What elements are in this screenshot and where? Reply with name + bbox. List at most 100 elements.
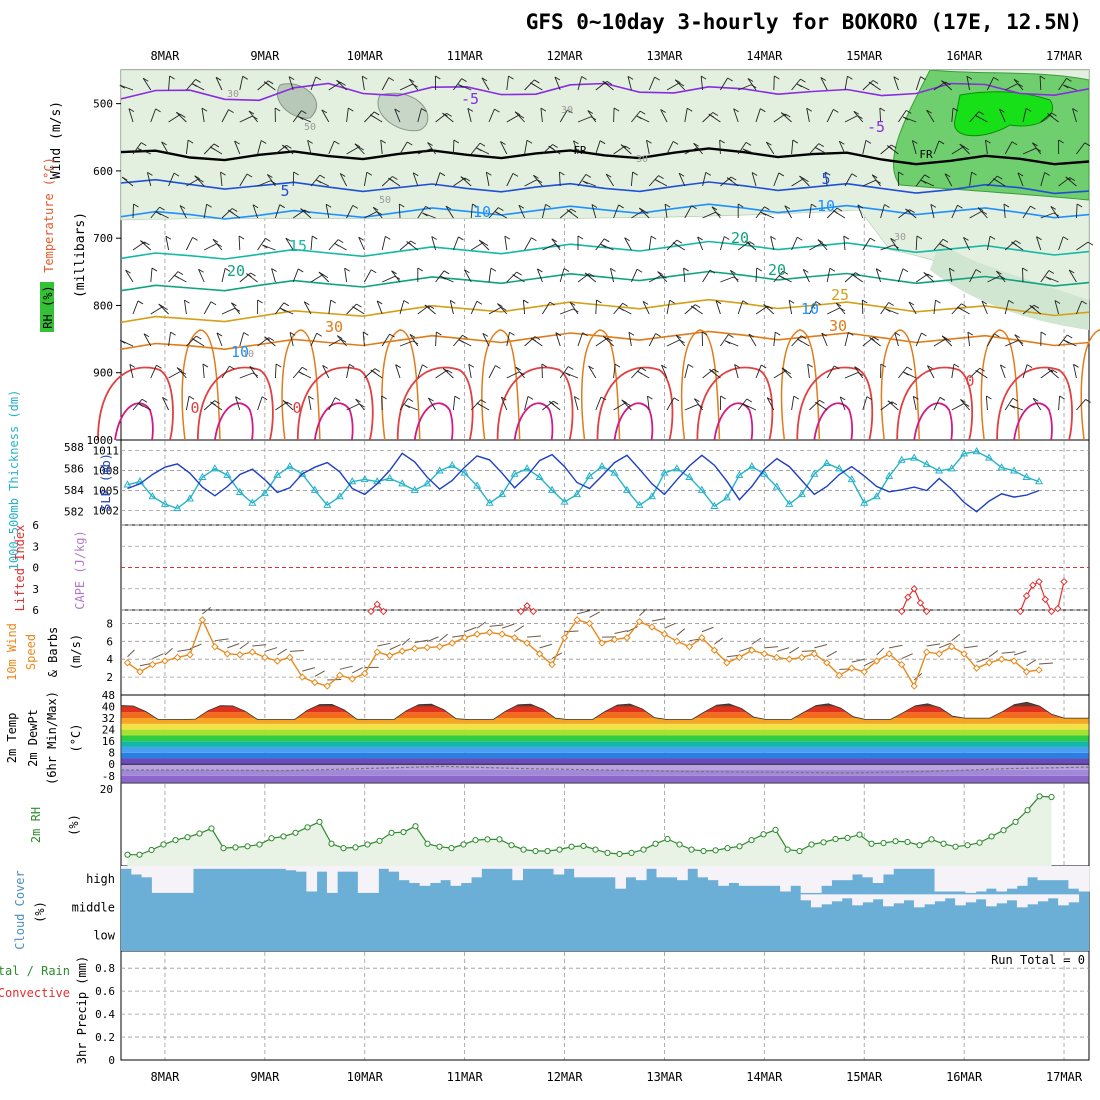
wind-barb: [967, 332, 971, 347]
rh-point: [304, 824, 311, 831]
wind-barb: [289, 332, 294, 347]
lifted-index-point: [1029, 581, 1037, 589]
wind-barb-flag: [966, 75, 973, 80]
wind-barb: [809, 143, 820, 155]
isotherm-label: FR: [573, 144, 587, 157]
thickness-point: [935, 466, 944, 474]
wind-barb-flag: [847, 75, 853, 80]
cloud-high-gap: [1006, 866, 1018, 889]
cloud-high-gap: [399, 866, 410, 881]
wind-barb: [467, 108, 472, 123]
wind-barb: [809, 399, 820, 411]
wind-barb-10m: [814, 643, 828, 649]
thickness-tick-label: 584: [64, 484, 84, 497]
wind-barb-flag: [734, 364, 740, 368]
thickness-point: [123, 480, 132, 488]
wind-barb: [648, 274, 662, 283]
wind-barb-10m: [739, 646, 752, 652]
isotherm-FR: [120, 147, 1090, 166]
isotherm-label: 5: [821, 170, 830, 188]
wind-barb: [452, 236, 459, 251]
wind-barb: [524, 336, 536, 347]
wind-barb: [862, 140, 867, 155]
wind-barb: [944, 173, 953, 187]
isotherm-loop-pink: [213, 402, 254, 441]
isotherm-loop-orange: [780, 329, 821, 441]
wind-barb: [844, 173, 853, 187]
wind-barb: [125, 269, 134, 283]
wind-barb: [631, 210, 644, 219]
wind-barb-flag: [1032, 142, 1038, 147]
wind-barb: [221, 365, 230, 379]
wind-barb-flag: [229, 365, 235, 370]
wind-barb: [1054, 300, 1060, 315]
wind-barb: [185, 237, 193, 251]
thickness-point: [622, 485, 632, 493]
wind-barb: [381, 176, 393, 187]
wind-speed-point: [560, 634, 569, 642]
wind-barb-flag: [724, 340, 731, 345]
wind-barb: [168, 113, 181, 123]
wind-barb-flag: [981, 210, 988, 215]
wind-speed-point: [860, 668, 868, 676]
thickness-point: [847, 474, 856, 483]
lifted-index-point: [367, 607, 375, 616]
wind-barb: [573, 396, 579, 411]
wind-barb: [560, 308, 574, 315]
wind-barb-flag: [198, 178, 204, 183]
wind-barb-flag: [566, 209, 573, 213]
wind-barb-flag: [431, 236, 437, 240]
wind-barb-flag: [1063, 84, 1069, 89]
cloud-high-gap: [1027, 866, 1038, 878]
thickness-point: [735, 470, 744, 478]
wind-barb: [380, 140, 383, 155]
wind-barb-flag: [527, 396, 534, 400]
wind-barb-flag: [119, 339, 126, 344]
wind-barb-flag: [1051, 369, 1058, 374]
thickness-point: [185, 494, 194, 502]
wind-barb-flag: [751, 172, 758, 176]
wind-barb-flag: [694, 398, 700, 403]
wind-barb: [128, 108, 134, 123]
rh-point: [700, 847, 707, 855]
wind-barb-flag: [344, 267, 350, 272]
wind-barb-flag: [191, 83, 198, 87]
wind-barb: [482, 333, 490, 347]
wind-barb-flag: [796, 83, 803, 88]
thickness-point: [597, 462, 607, 470]
wind-speed-point: [910, 682, 918, 690]
wind-barb: [363, 172, 368, 187]
wind-barb: [186, 178, 199, 187]
wind-barb-flag: [660, 109, 666, 113]
wind-barb-flag: [720, 395, 726, 400]
wind-barb-flag: [1054, 300, 1061, 304]
wind-barb: [613, 402, 626, 411]
isotherm-25: [120, 298, 1090, 324]
wind-barb-flag: [603, 238, 610, 243]
wind-barb: [399, 141, 408, 155]
wind-barb-flag: [726, 177, 733, 181]
wind-barb-flag: [159, 206, 165, 211]
wind-barb: [257, 396, 263, 411]
wind-barb-flag: [894, 332, 901, 336]
wind-barb: [871, 174, 881, 187]
thickness-point: [797, 489, 806, 498]
wind-barb: [185, 140, 189, 155]
cloud-high-gap: [223, 866, 235, 869]
wind-barb-flag: [748, 333, 755, 338]
isotherm-label: 0: [292, 399, 301, 417]
wind-barb: [985, 140, 988, 155]
wind-barb: [362, 332, 365, 347]
wind-barb-flag: [839, 140, 845, 145]
wind-barb-10m: [539, 643, 553, 649]
wind-barb: [506, 371, 520, 379]
wind-barb: [773, 113, 786, 123]
wind-barb-flag: [871, 174, 878, 179]
wind-barb-flag: [1026, 364, 1033, 368]
wind-barb-flag: [792, 139, 799, 144]
wind-barb-10m: [314, 670, 325, 677]
wind-barb-flag: [143, 333, 150, 338]
wind-barb-flag: [257, 299, 263, 304]
wind-barb: [595, 238, 605, 251]
wind-barb: [806, 108, 810, 123]
